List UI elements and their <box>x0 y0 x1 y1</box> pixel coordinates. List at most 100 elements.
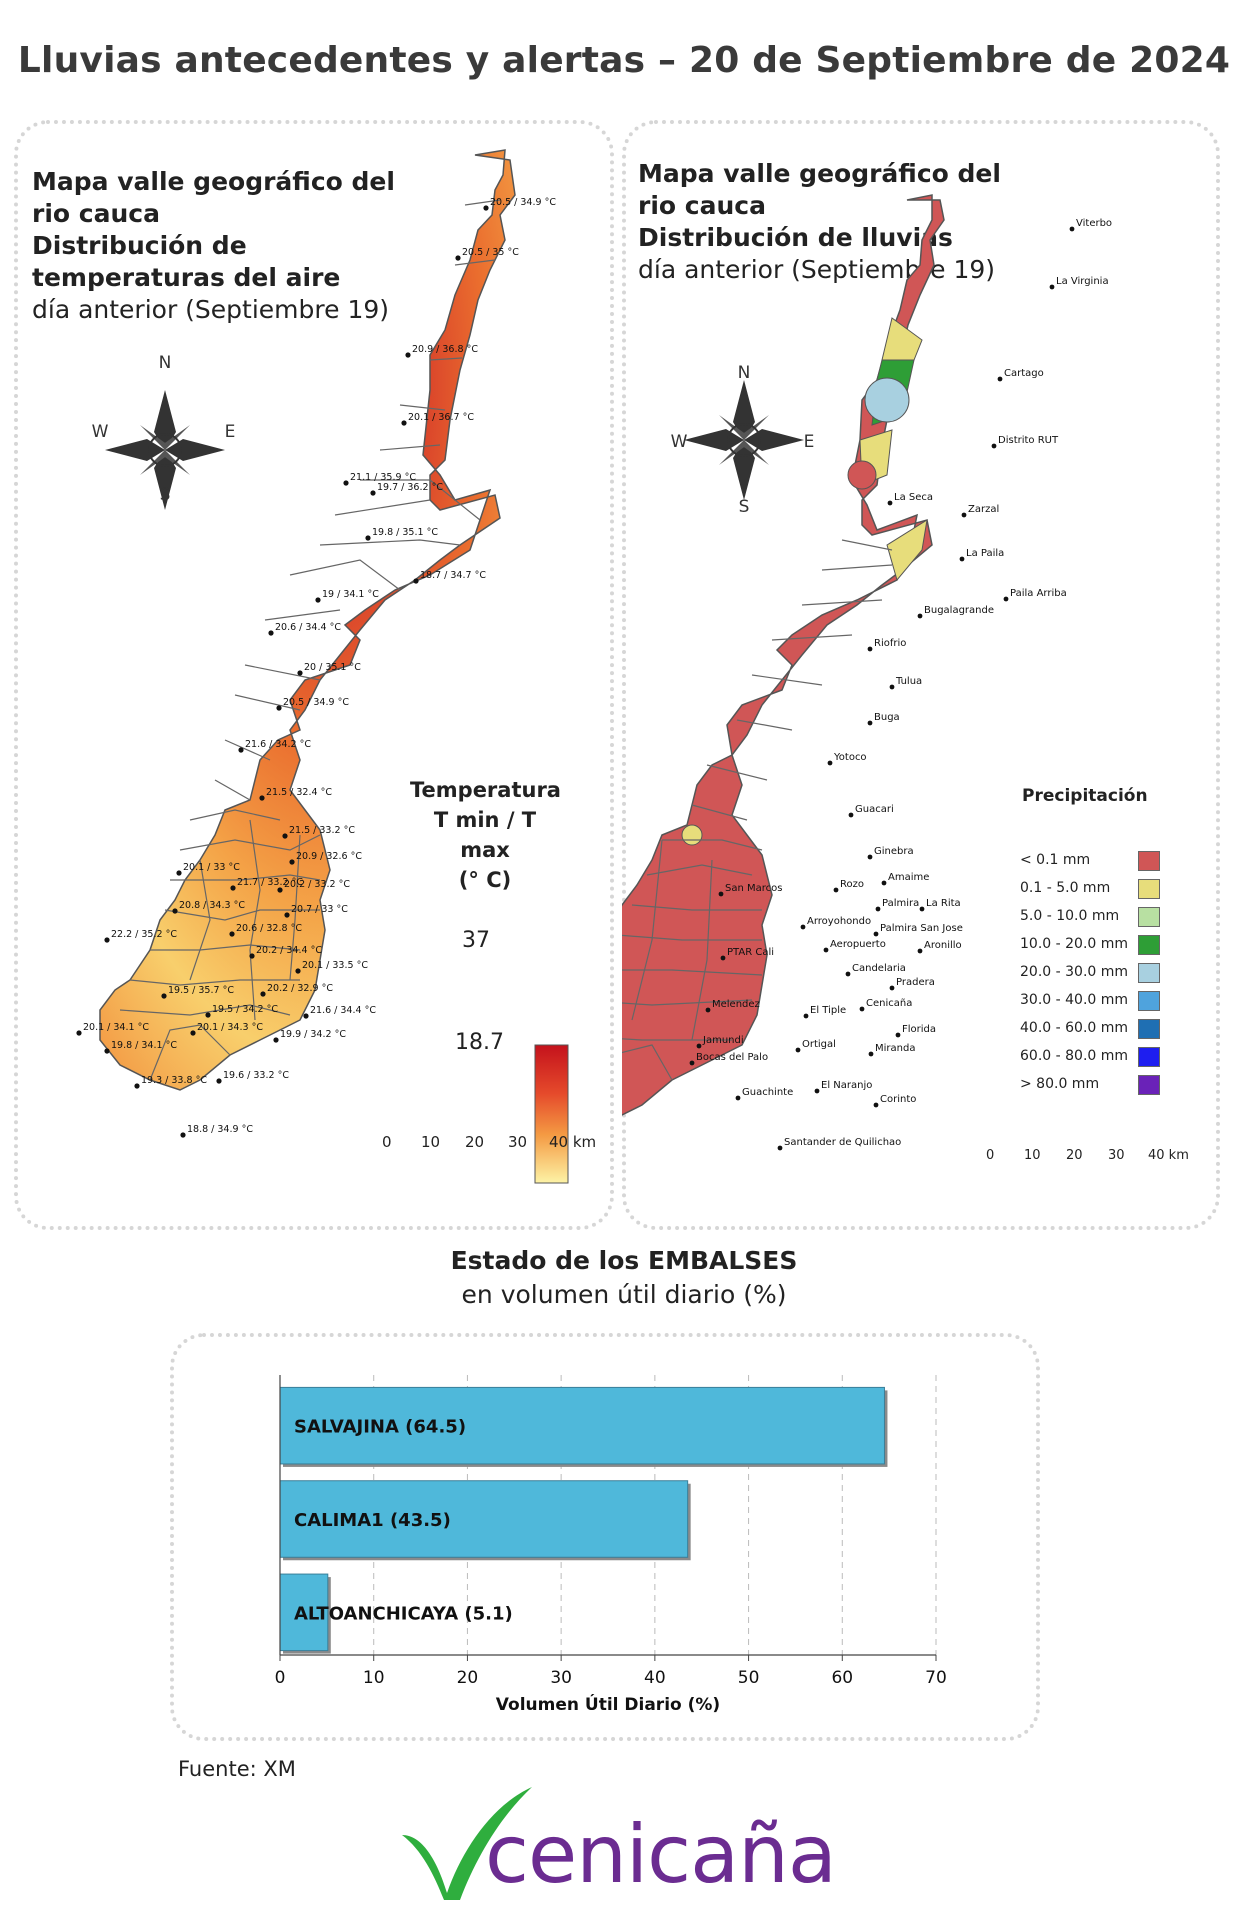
town-label: Ortigal <box>802 1039 836 1050</box>
legend-item: 5.0 - 10.0 mm <box>1020 907 1160 927</box>
station-label: 18.7 / 34.7 °C <box>420 570 486 581</box>
station-label: 21.5 / 32.4 °C <box>266 787 332 798</box>
station-dot <box>405 352 411 358</box>
town-label: Florida <box>902 1024 936 1035</box>
town-dot <box>867 854 873 860</box>
chart-bars: SALVAJINA (64.5) CALIMA1 (43.5) ALTOANCHIC… <box>279 1386 888 1654</box>
temp-scale-0: 0 <box>382 1133 392 1151</box>
legend-item: 60.0 - 80.0 mm <box>1020 1047 1160 1067</box>
town-dot <box>718 891 724 897</box>
town-label: Miranda <box>875 1043 915 1054</box>
station-dot <box>238 747 244 753</box>
town-dot <box>1049 284 1055 290</box>
town-label: Santander de Quilichao <box>784 1137 901 1148</box>
legend-item: 10.0 - 20.0 mm <box>1020 935 1160 955</box>
town-dot <box>873 931 879 937</box>
compass-s: S <box>160 485 171 505</box>
legend-label: 0.1 - 5.0 mm <box>1020 880 1111 896</box>
legend-label: 40.0 - 60.0 mm <box>1020 1020 1129 1036</box>
legend-label: 20.0 - 30.0 mm <box>1020 964 1129 980</box>
station-label: 19.6 / 33.2 °C <box>223 1070 289 1081</box>
town-label: Riofrio <box>874 638 906 649</box>
compass-w-right: W <box>671 432 688 452</box>
town-dot <box>859 1006 865 1012</box>
town-label: Melendez <box>712 999 760 1010</box>
station-label: 20.1 / 33 °C <box>183 862 240 873</box>
precipitation-map-heading: Mapa valle geográfico del rio cauca Dist… <box>638 159 1001 284</box>
cenicana-logo-text: cenicaña <box>485 1808 837 1901</box>
legend-item: 20.0 - 30.0 mm <box>1020 963 1160 983</box>
cenicana-logo-mark <box>402 1787 532 1900</box>
precipitation-legend-title: Precipitación <box>1022 786 1148 806</box>
temperature-map: N S W E 20.5 / 34.9 °C 20.5 / 35 °C 20.9 /… <box>76 149 569 1184</box>
town-label: PTAR Cali <box>727 947 774 958</box>
prec-scale-20: 20 <box>1066 1148 1083 1163</box>
station-dot <box>205 1012 211 1018</box>
station-dot <box>249 953 255 959</box>
compass-e: E <box>225 422 236 442</box>
station-label: 20.9 / 36.8 °C <box>412 344 478 355</box>
station-label: 20.6 / 32.8 °C <box>236 923 302 934</box>
town-label: Palmira <box>882 898 919 909</box>
town-label: Aeropuerto <box>830 939 886 950</box>
town-dot <box>867 646 873 652</box>
temp-scale-30: 30 <box>508 1133 528 1151</box>
town-dot <box>795 1047 801 1053</box>
reservoirs-title: Estado de los EMBALSES en volumen útil d… <box>450 1246 798 1309</box>
station-dot <box>277 887 283 893</box>
town-label: Jamundi <box>702 1035 744 1046</box>
town-dot <box>777 1145 783 1151</box>
town-dot <box>873 1102 879 1108</box>
station-label: 20.2 / 32.9 °C <box>267 983 333 994</box>
temp-scale-40: 40 km <box>549 1133 597 1151</box>
station-label: 19.8 / 34.1 °C <box>111 1040 177 1051</box>
legend-label: 5.0 - 10.0 mm <box>1020 908 1120 924</box>
precipitation-cell-lines <box>622 539 893 1081</box>
station-label: 19.7 / 36.2 °C <box>377 482 443 493</box>
station-dot <box>401 420 407 426</box>
tick-label: 40 <box>644 1668 666 1688</box>
precipitation-map-panel <box>622 120 1220 1230</box>
station-label: 21.6 / 34.2 °C <box>245 739 311 750</box>
bar-salvajina <box>279 1386 885 1465</box>
bar-label: CALIMA1 (43.5) <box>294 1510 451 1531</box>
station-dot <box>180 1132 186 1138</box>
tick-label: 60 <box>831 1668 853 1688</box>
prec-scale-30: 30 <box>1108 1148 1125 1163</box>
town-dot <box>867 720 873 726</box>
legend-swatch <box>1138 1019 1160 1039</box>
prec-scale-40: 40 km <box>1148 1148 1189 1163</box>
town-dot <box>875 906 881 912</box>
station-dot <box>284 912 290 918</box>
compass-w: W <box>92 422 109 442</box>
station-dot <box>268 630 274 636</box>
town-label: San Marcos <box>725 883 782 894</box>
station-label: 20.2 / 33.2 °C <box>284 879 350 890</box>
station-dot <box>216 1078 222 1084</box>
town-dot <box>991 443 997 449</box>
town-dot <box>800 924 806 930</box>
station-label: 20.1 / 34.3 °C <box>197 1022 263 1033</box>
station-label: 18.8 / 34.9 °C <box>187 1124 253 1135</box>
town-dot <box>889 684 895 690</box>
station-label: 20.6 / 34.4 °C <box>275 622 341 633</box>
tick-label: 50 <box>738 1668 760 1688</box>
station-dot <box>483 205 489 211</box>
station-dot <box>365 535 371 541</box>
station-dot <box>104 1048 110 1054</box>
station-label: 20.5 / 34.9 °C <box>283 697 349 708</box>
town-label: El Tiple <box>810 1005 846 1016</box>
station-label: 20.9 / 32.6 °C <box>296 851 362 862</box>
town-dot <box>696 1043 702 1049</box>
legend-item: 40.0 - 60.0 mm <box>1020 1019 1160 1039</box>
station-dot <box>370 490 376 496</box>
town-dot <box>895 1032 901 1038</box>
station-label: 19.8 / 35.1 °C <box>372 527 438 538</box>
town-dot <box>845 971 851 977</box>
town-dot <box>705 1007 711 1013</box>
town-dot <box>1003 596 1009 602</box>
town-label: La Seca <box>894 492 933 503</box>
station-dot <box>172 908 178 914</box>
station-dot <box>295 968 301 974</box>
town-dot <box>823 947 829 953</box>
